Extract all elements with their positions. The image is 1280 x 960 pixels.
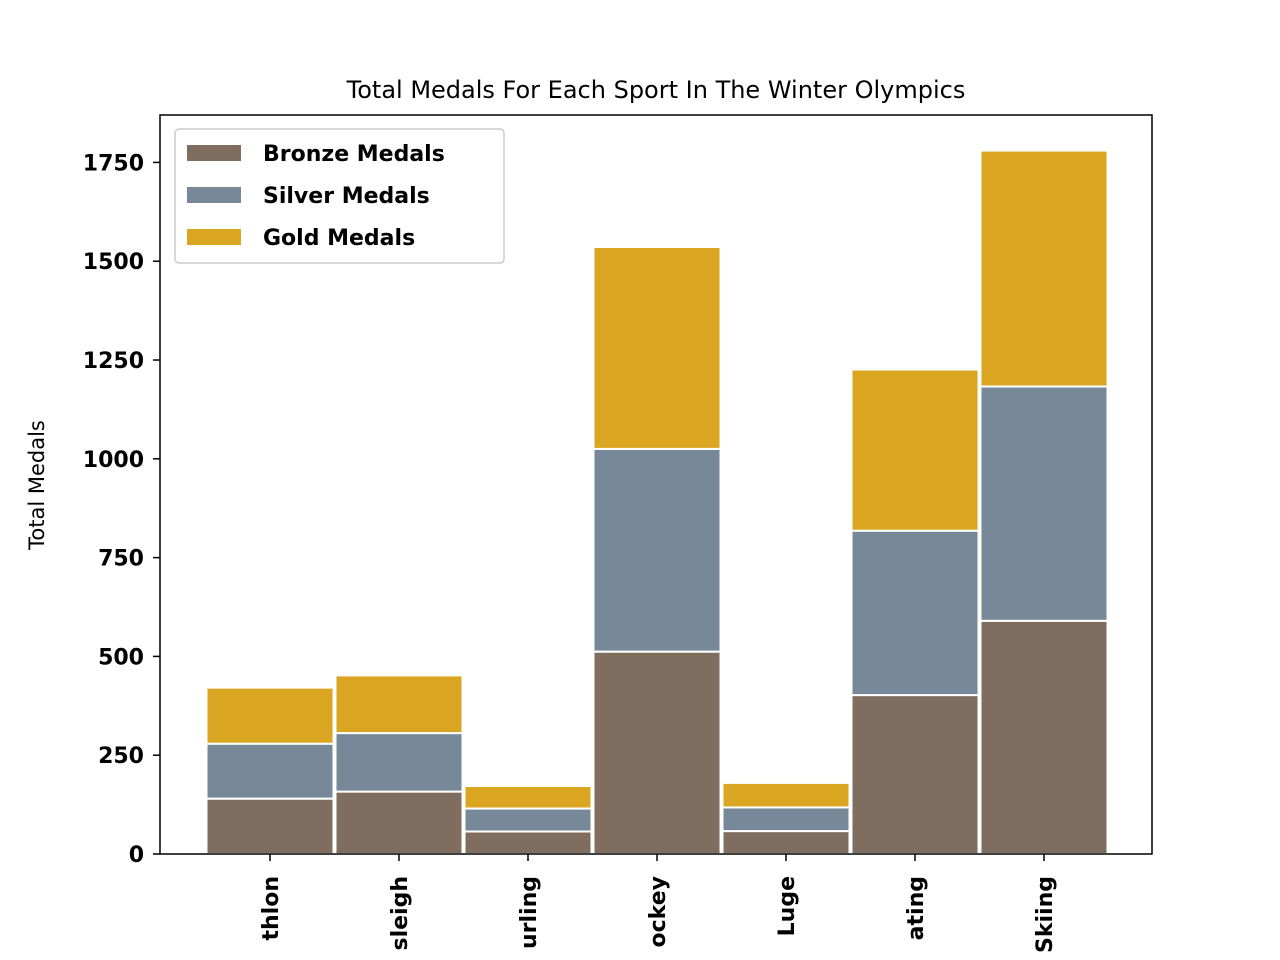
y-tick-label: 250: [98, 744, 144, 769]
bar-bronze-medals-1: [334, 790, 464, 855]
bar-gold-medals-6: [979, 149, 1109, 388]
plot-frame: [159, 114, 1153, 855]
x-tick-label: thlon: [259, 876, 284, 941]
legend-swatch: [187, 145, 241, 161]
y-tick-label: 1000: [83, 448, 144, 473]
bar-silver-medals-5: [850, 529, 980, 697]
legend-label: Gold Medals: [263, 226, 415, 251]
bar-silver-medals-0: [205, 742, 335, 800]
y-tick-label: 500: [98, 645, 144, 670]
x-tick-label: ockey: [646, 876, 671, 947]
bar-bronze-medals-2: [463, 830, 593, 855]
x-tick-label: Skiing: [1033, 876, 1058, 953]
y-tick-label: 0: [129, 843, 144, 868]
bar-silver-medals-6: [979, 385, 1109, 622]
legend-swatch: [187, 187, 241, 203]
y-tick-label: 1750: [83, 151, 144, 176]
bar-bronze-medals-3: [592, 650, 722, 856]
bar-gold-medals-4: [721, 781, 851, 809]
x-tick-label: sleigh: [388, 876, 413, 951]
y-axis-label: Total Medals: [25, 420, 49, 551]
bar-silver-medals-4: [721, 806, 851, 833]
bar-silver-medals-1: [334, 732, 464, 793]
bar-gold-medals-3: [592, 246, 722, 450]
bar-bronze-medals-0: [205, 797, 335, 856]
chart-title: Total Medals For Each Sport In The Winte…: [346, 76, 966, 104]
x-tick-label: urling: [517, 876, 542, 949]
legend-label: Bronze Medals: [263, 142, 445, 167]
bar-gold-medals-5: [850, 368, 980, 532]
legend: Bronze Medals Silver Medals Gold Medals: [174, 128, 505, 264]
bar-gold-medals-2: [463, 785, 593, 810]
y-tick-label: 1500: [83, 250, 144, 275]
ticks-layer: thlon sleigh urling ockey Luge ating Skiing 0 25…: [83, 151, 1058, 953]
legend-box: [174, 128, 505, 264]
bar-silver-medals-3: [592, 447, 722, 653]
x-tick-label: ating: [904, 876, 929, 940]
legend-label: Silver Medals: [263, 184, 430, 209]
bar-gold-medals-0: [205, 686, 335, 745]
bar-bronze-medals-4: [721, 830, 851, 855]
bar-bronze-medals-6: [979, 619, 1109, 855]
y-tick-label: 1250: [83, 349, 144, 374]
bar-gold-medals-1: [334, 674, 464, 735]
x-tick-label: Luge: [775, 876, 800, 936]
legend-swatch: [187, 229, 241, 245]
bars-layer: [205, 149, 1109, 856]
y-tick-label: 750: [98, 547, 144, 572]
bar-bronze-medals-5: [850, 694, 980, 855]
bar-silver-medals-2: [463, 807, 593, 833]
